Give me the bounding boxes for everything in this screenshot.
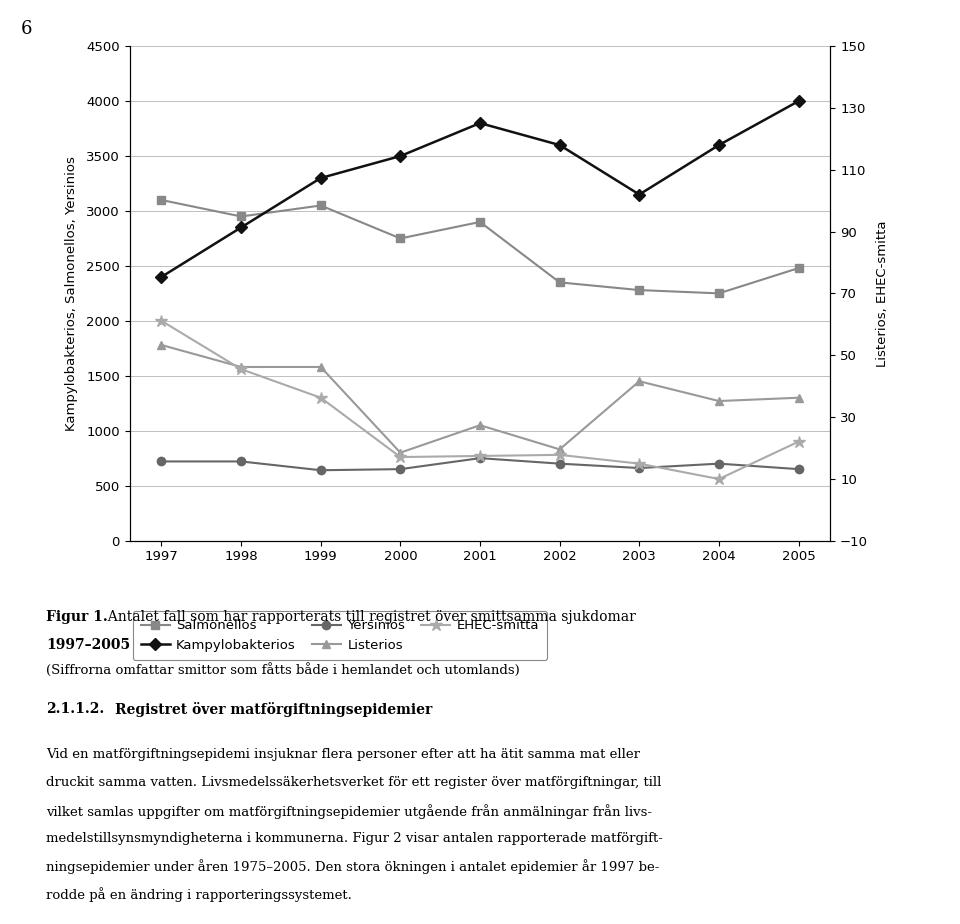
Text: Figur 1.: Figur 1.: [46, 610, 108, 624]
Text: Vid en matförgiftningsepidemi insjuknar flera personer efter att ha ätit samma m: Vid en matförgiftningsepidemi insjuknar …: [46, 748, 640, 761]
Text: 2.1.1.2.: 2.1.1.2.: [46, 702, 105, 716]
Text: vilket samlas uppgifter om matförgiftningsepidemier utgående från anmälningar fr: vilket samlas uppgifter om matförgiftnin…: [46, 804, 652, 819]
Text: (Siffrorna omfattar smittor som fåtts både i hemlandet och utomlands): (Siffrorna omfattar smittor som fåtts bå…: [46, 663, 519, 677]
Y-axis label: Listerios, EHEC-smitta: Listerios, EHEC-smitta: [876, 220, 890, 367]
Text: rodde på en ändring i rapporteringssystemet.: rodde på en ändring i rapporteringssyste…: [46, 887, 352, 902]
Y-axis label: Kampylobakterios, Salmonellos, Yersinios: Kampylobakterios, Salmonellos, Yersinios: [64, 156, 78, 431]
Text: 6: 6: [21, 20, 33, 38]
Legend: Salmonellos, Kampylobakterios, Yersinios, Listerios, EHEC-smitta: Salmonellos, Kampylobakterios, Yersinios…: [132, 612, 547, 660]
Text: Antalet fall som har rapporterats till registret över smittsamma sjukdomar: Antalet fall som har rapporterats till r…: [99, 610, 636, 624]
Text: 1997–2005: 1997–2005: [46, 638, 131, 651]
Text: Registret över matförgiftningsepidemier: Registret över matförgiftningsepidemier: [115, 702, 432, 717]
Text: druckit samma vatten. Livsmedelssäkerhetsverket för ett register över matförgift: druckit samma vatten. Livsmedelssäkerhet…: [46, 776, 661, 789]
Text: ningsepidemier under åren 1975–2005. Den stora ökningen i antalet epidemier år 1: ningsepidemier under åren 1975–2005. Den…: [46, 859, 660, 874]
Text: medelstillsynsmyndigheterna i kommunerna. Figur 2 visar antalen rapporterade mat: medelstillsynsmyndigheterna i kommunerna…: [46, 832, 663, 845]
